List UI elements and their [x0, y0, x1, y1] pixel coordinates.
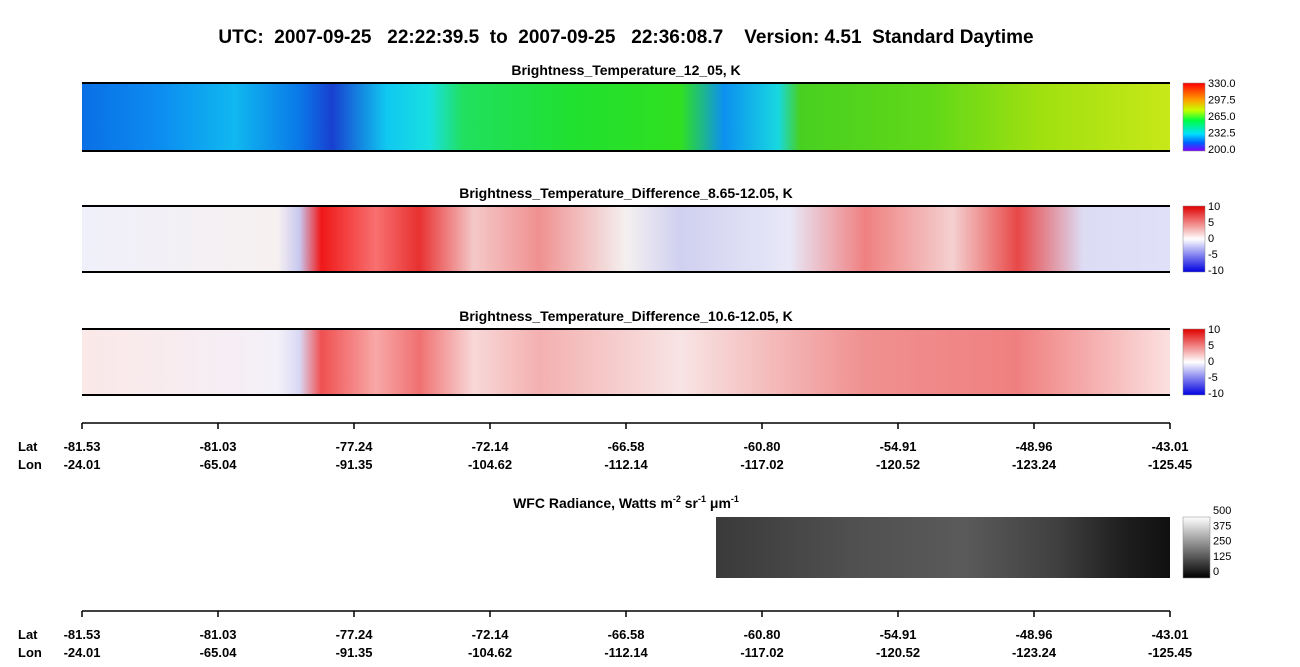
colorbar-label: 10: [1208, 324, 1220, 336]
lat-label: -77.24: [336, 439, 374, 454]
panel-title: Brightness_Temperature_12_05, K: [511, 62, 740, 78]
row-label: Lon: [18, 457, 42, 472]
colorbar-label: 0: [1208, 356, 1214, 368]
colorbar-label: 0: [1208, 233, 1214, 245]
lat-label: -48.96: [1016, 439, 1053, 454]
lon-label: -120.52: [876, 457, 920, 472]
lon-label: -125.45: [1148, 457, 1192, 472]
lon-label: -125.45: [1148, 645, 1192, 660]
lat-label: -81.53: [64, 439, 101, 454]
title-part: sr: [681, 495, 699, 511]
title-part: WFC Radiance, Watts m: [513, 495, 673, 511]
colorbar-label: -5: [1208, 249, 1218, 261]
row-label: Lat: [18, 439, 38, 454]
colorbar: [1182, 328, 1206, 396]
lat-label: -54.91: [880, 439, 917, 454]
lon-label: -123.24: [1012, 645, 1057, 660]
colorbar-label: 232.5: [1208, 128, 1236, 140]
colorbar-label: 375: [1213, 520, 1231, 532]
row-label: Lon: [18, 645, 42, 660]
lat-label: -77.24: [336, 627, 374, 642]
panel-title: WFC Radiance, Watts m-2 sr-1 μm-1: [513, 494, 739, 511]
lat-label: -66.58: [608, 439, 645, 454]
colorbar: [1182, 205, 1206, 273]
lon-label: -24.01: [64, 645, 101, 660]
lat-label: -72.14: [472, 627, 510, 642]
lat-label: -66.58: [608, 627, 645, 642]
lat-label: -54.91: [880, 627, 917, 642]
title-part: μm: [706, 495, 731, 511]
colorbar-label: 330.0: [1208, 78, 1236, 90]
lon-label: -117.02: [740, 457, 783, 472]
row-label: Lat: [18, 627, 38, 642]
colorbar: [1182, 516, 1211, 579]
panel-title: Brightness_Temperature_Difference_10.6-1…: [459, 308, 793, 324]
lon-label: -104.62: [468, 457, 512, 472]
lon-label: -123.24: [1012, 457, 1057, 472]
lon-label: -104.62: [468, 645, 512, 660]
colorbar-label: 297.5: [1208, 95, 1236, 107]
image: [716, 517, 1170, 578]
colorbar-label: -10: [1208, 265, 1224, 277]
lon-label: -24.01: [64, 457, 101, 472]
lat-label: -43.01: [1152, 439, 1189, 454]
panel-title: Brightness_Temperature_Difference_8.65-1…: [459, 185, 793, 201]
colorbar-label: 0: [1213, 566, 1219, 578]
colorbar-label: 250: [1213, 536, 1231, 548]
image: [82, 83, 1170, 151]
lon-label: -91.35: [336, 645, 373, 660]
colorbar-label: 200.0: [1208, 144, 1236, 156]
colorbar-label: 125: [1213, 551, 1231, 563]
lat-label: -81.03: [200, 627, 237, 642]
colorbar-label: 10: [1208, 201, 1220, 213]
page-title: UTC: 2007-09-25 22:22:39.5 to 2007-09-25…: [218, 27, 1033, 48]
colorbar-label: 5: [1208, 217, 1214, 229]
superscript: -2: [673, 494, 681, 504]
superscript: -1: [698, 494, 706, 504]
colorbar-label: -5: [1208, 372, 1218, 384]
lat-label: -43.01: [1152, 627, 1189, 642]
image: [82, 329, 1170, 395]
lon-label: -120.52: [876, 645, 920, 660]
superscript: -1: [731, 494, 739, 504]
lat-label: -48.96: [1016, 627, 1053, 642]
lon-label: -91.35: [336, 457, 373, 472]
image: [82, 206, 1170, 272]
lat-label: -81.53: [64, 627, 101, 642]
lon-label: -65.04: [200, 457, 238, 472]
lon-label: -112.14: [604, 645, 648, 660]
colorbar-label: 500: [1213, 505, 1231, 517]
colorbar-label: 265.0: [1208, 111, 1236, 123]
colorbar: [1182, 82, 1206, 152]
lat-label: -72.14: [472, 439, 510, 454]
lon-label: -117.02: [740, 645, 783, 660]
colorbar-label: -10: [1208, 388, 1224, 400]
lat-label: -60.80: [744, 627, 781, 642]
lon-label: -65.04: [200, 645, 238, 660]
lon-label: -112.14: [604, 457, 648, 472]
colorbar-label: 5: [1208, 340, 1214, 352]
lat-label: -81.03: [200, 439, 237, 454]
lat-label: -60.80: [744, 439, 781, 454]
